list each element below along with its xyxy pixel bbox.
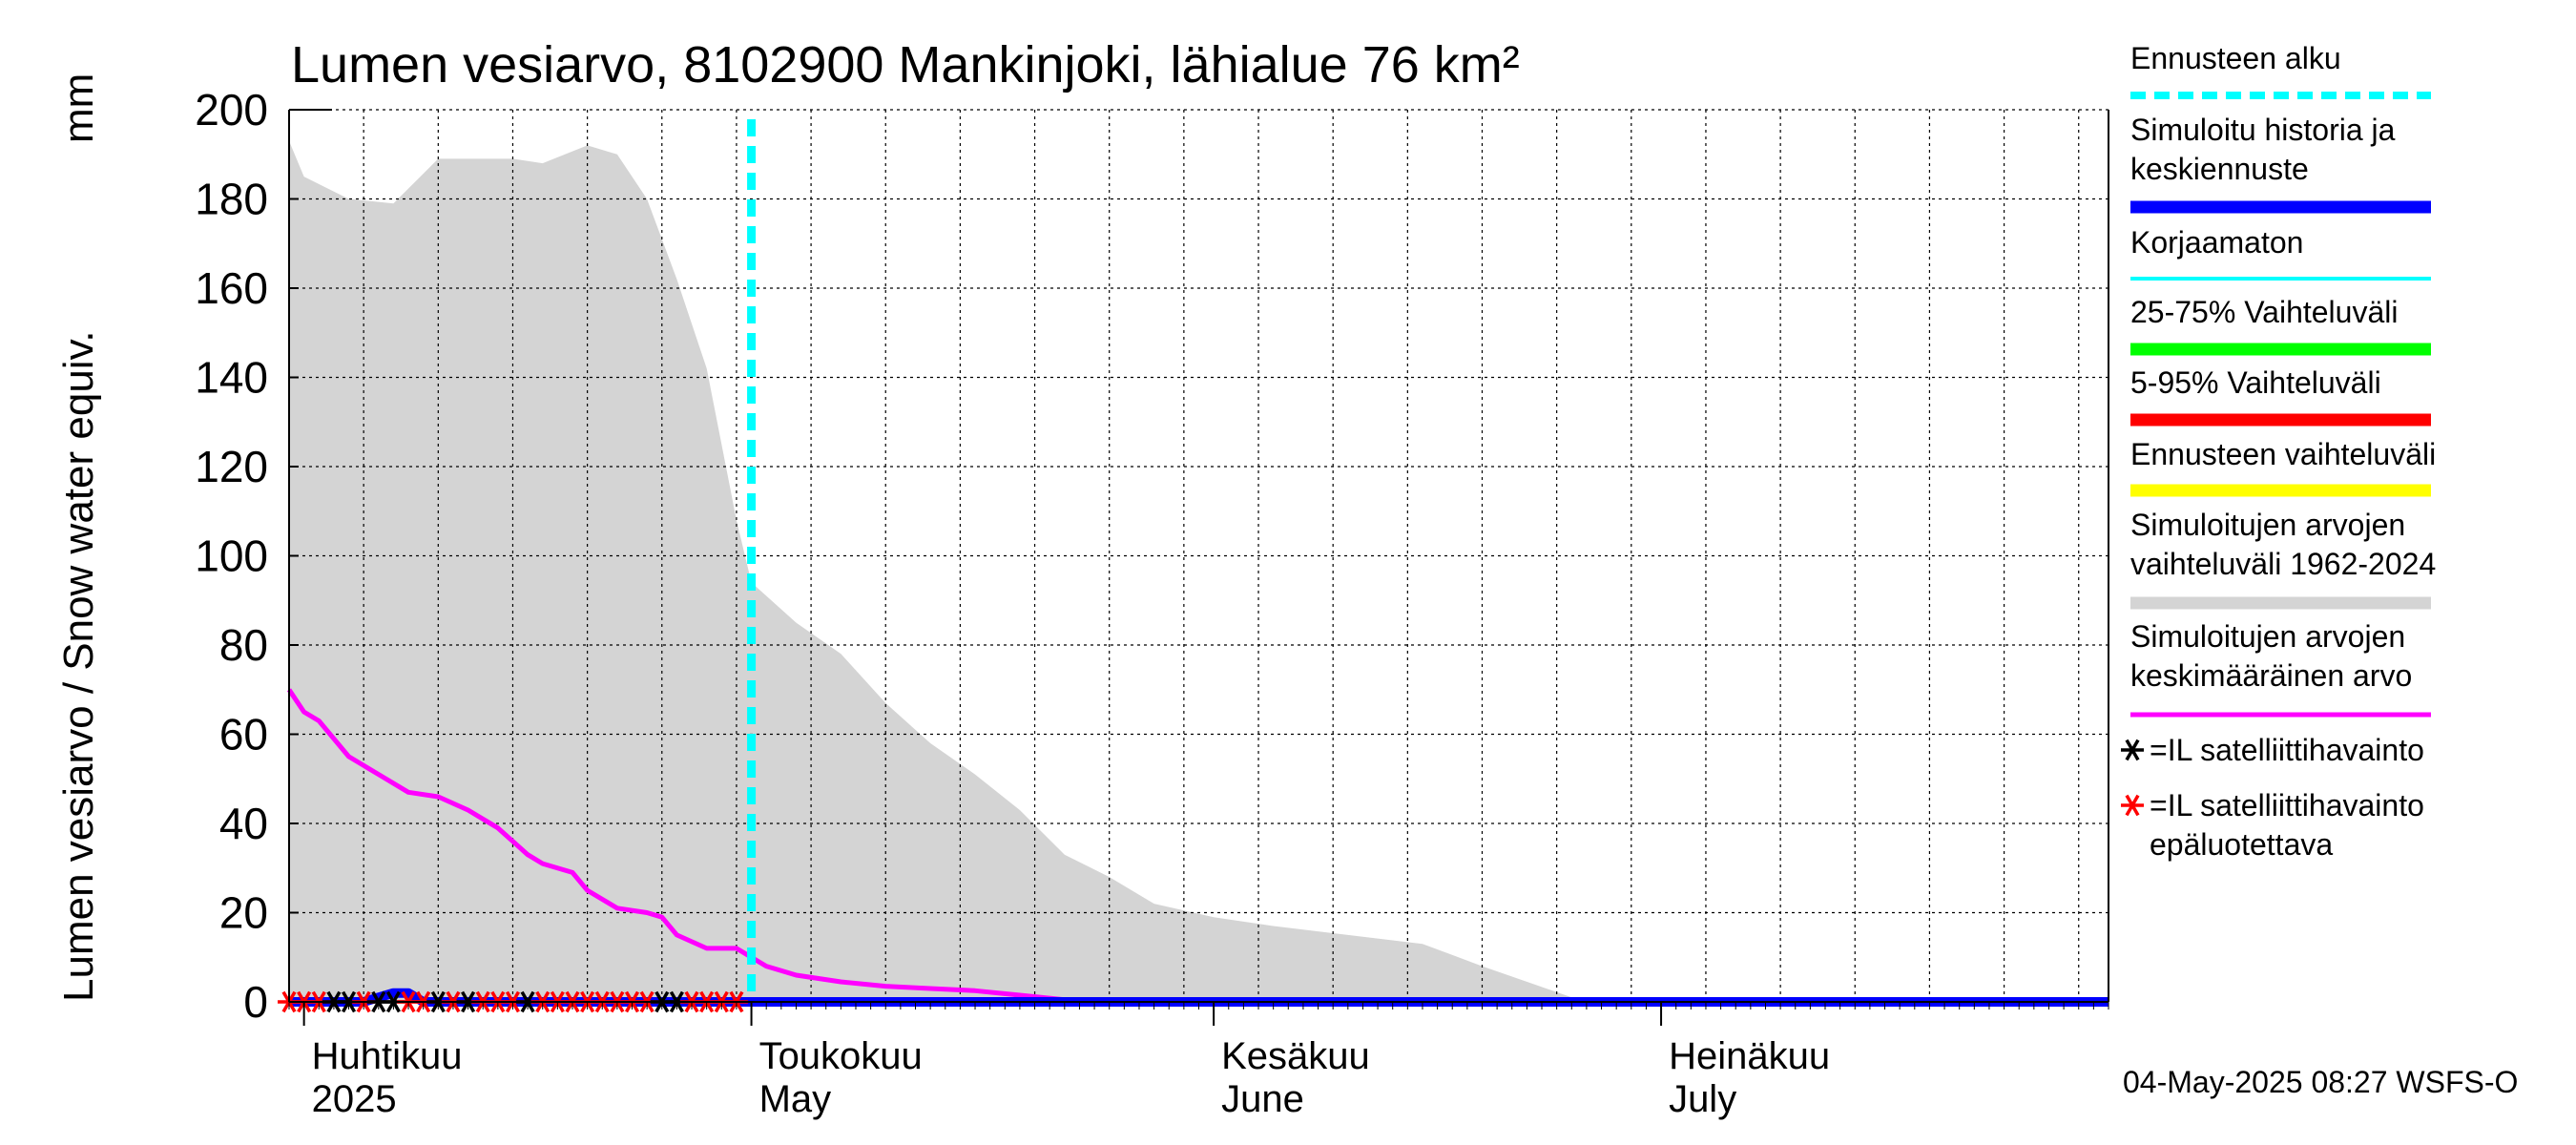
y-tick-label: 80 (219, 620, 268, 670)
y-tick-label: 160 (195, 263, 268, 313)
grid-layer (289, 109, 2109, 1003)
month-label-en: May (759, 1078, 832, 1120)
legend-label: epäluotettava (2150, 827, 2333, 862)
legend-label: =IL satelliittihavainto (2150, 788, 2424, 822)
timestamp-label: 04-May-2025 08:27 WSFS-O (2123, 1065, 2518, 1099)
legend-label: =IL satelliittihavainto (2150, 733, 2424, 767)
legend-label: keskimääräinen arvo (2130, 658, 2412, 693)
series-line (286, 688, 2109, 1005)
month-label-fi: Heinäkuu (1669, 1035, 1830, 1077)
range-band (289, 140, 2109, 1002)
y-tick-label: 140 (195, 353, 268, 403)
chart-title: Lumen vesiarvo, 8102900 Mankinjoki, lähi… (291, 36, 1520, 94)
legend-label: Simuloitujen arvojen (2130, 619, 2405, 654)
month-label-en: June (1221, 1078, 1304, 1120)
month-label-en: July (1669, 1078, 1736, 1120)
legend-label: 25-75% Vaihteluväli (2130, 295, 2398, 329)
legend-label: Simuloitujen arvojen (2130, 508, 2405, 542)
legend-label: Ennusteen alku (2130, 41, 2341, 75)
month-label-en: 2025 (312, 1078, 397, 1120)
month-label-fi: Huhtikuu (312, 1035, 463, 1077)
legend-label: Korjaamaton (2130, 225, 2303, 260)
y-tick-label: 60 (219, 710, 268, 760)
y-tick-label: 180 (195, 175, 268, 224)
month-label-fi: Kesäkuu (1221, 1035, 1370, 1077)
legend-label: Ennusteen vaihteluväli (2130, 437, 2436, 471)
legend-label: 5-95% Vaihteluväli (2130, 365, 2381, 400)
y-tick-label: 20 (219, 888, 268, 938)
y-axis-unit: mm (55, 73, 102, 143)
month-label-fi: Toukokuu (759, 1035, 923, 1077)
y-tick-label: 0 (243, 977, 268, 1027)
legend: Ennusteen alku Simuloitu historia ja keski… (2121, 41, 2436, 862)
legend-star-icon (2121, 739, 2144, 761)
y-axis-label: Lumen vesiarvo / Snow water equiv. (55, 330, 102, 1002)
legend-star-icon (2121, 794, 2144, 817)
legend-label: Simuloitu historia ja (2130, 113, 2396, 147)
legend-label: vaihteluväli 1962-2024 (2130, 547, 2436, 581)
legend-label: keskiennuste (2130, 152, 2309, 186)
y-tick-label: 100 (195, 531, 268, 581)
y-tick-label: 200 (195, 85, 268, 135)
range-band-layer (289, 140, 2109, 1002)
y-tick-label: 120 (195, 442, 268, 491)
y-tick-label: 40 (219, 799, 268, 848)
